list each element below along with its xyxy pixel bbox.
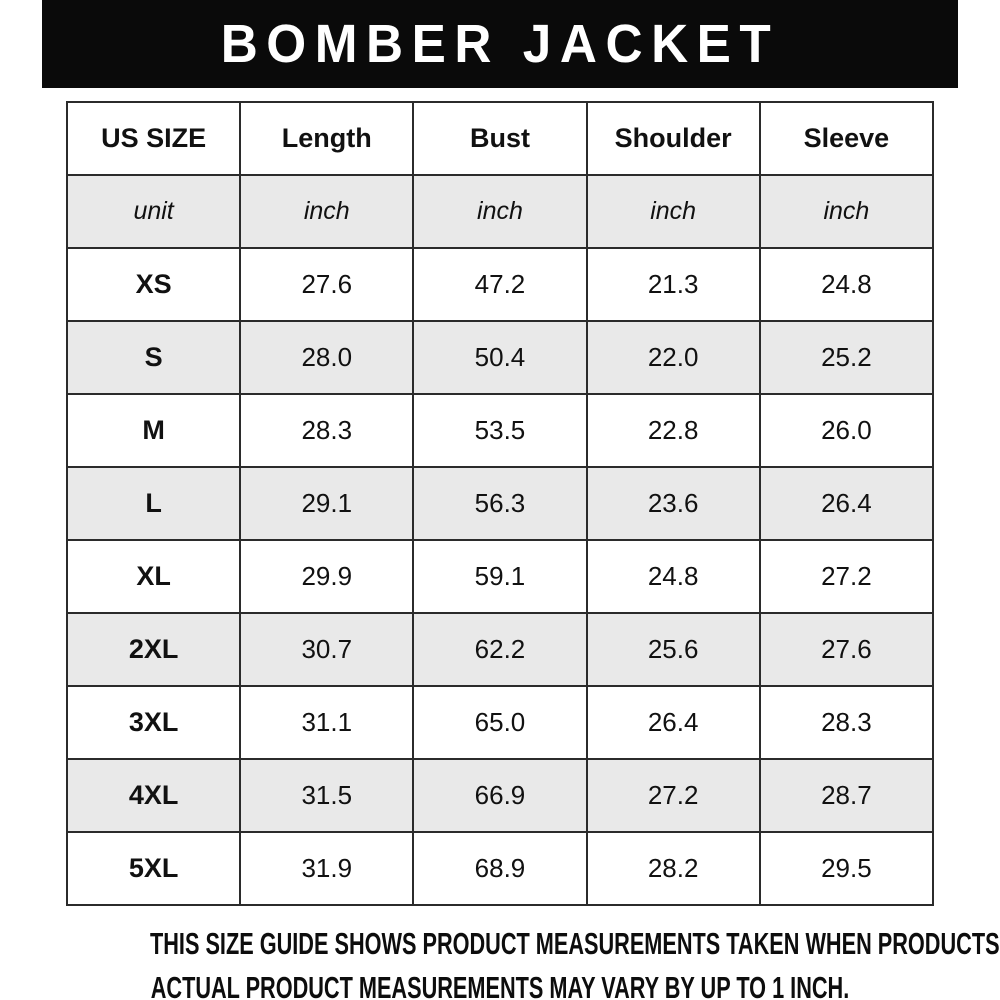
measurement-cell: 27.6	[758, 612, 935, 687]
unit-cell: inch	[239, 174, 415, 249]
table-header-row: US SIZE Length Bust Shoulder Sleeve	[65, 101, 935, 176]
measurement-cell: 24.8	[585, 539, 761, 614]
measurement-cell: 50.4	[412, 320, 588, 395]
measurement-cell: 29.1	[239, 466, 415, 541]
unit-label-cell: unit	[65, 174, 242, 249]
footer-notes: THIS SIZE GUIDE SHOWS PRODUCT MEASUREMEN…	[0, 922, 1000, 1000]
footer-note-line1: THIS SIZE GUIDE SHOWS PRODUCT MEASUREMEN…	[150, 926, 1000, 961]
size-cell: S	[65, 320, 242, 395]
measurement-cell: 28.3	[758, 685, 935, 760]
measurement-cell: 25.6	[585, 612, 761, 687]
measurement-cell: 28.2	[585, 831, 761, 906]
size-cell: 4XL	[65, 758, 242, 833]
measurement-cell: 47.2	[412, 247, 588, 322]
measurement-cell: 68.9	[412, 831, 588, 906]
measurement-cell: 24.8	[758, 247, 935, 322]
measurement-cell: 30.7	[239, 612, 415, 687]
measurement-cell: 23.6	[585, 466, 761, 541]
measurement-cell: 31.1	[239, 685, 415, 760]
size-cell: 3XL	[65, 685, 242, 760]
measurement-cell: 59.1	[412, 539, 588, 614]
measurement-cell: 26.0	[758, 393, 935, 468]
title-banner: BOMBER JACKET	[42, 0, 958, 88]
column-header-length: Length	[239, 101, 415, 176]
size-cell: L	[65, 466, 242, 541]
measurement-cell: 62.2	[412, 612, 588, 687]
table-row-3xl: 3XL 31.1 65.0 26.4 28.3	[65, 685, 935, 760]
measurement-cell: 56.3	[412, 466, 588, 541]
column-header-bust: Bust	[412, 101, 588, 176]
size-cell: 2XL	[65, 612, 242, 687]
measurement-cell: 22.8	[585, 393, 761, 468]
measurement-cell: 26.4	[585, 685, 761, 760]
table-row-xs: XS 27.6 47.2 21.3 24.8	[65, 247, 935, 322]
measurement-cell: 22.0	[585, 320, 761, 395]
measurement-cell: 27.6	[239, 247, 415, 322]
size-chart-table: US SIZE Length Bust Shoulder Sleeve unit…	[65, 101, 935, 906]
measurement-cell: 26.4	[758, 466, 935, 541]
table-row-l: L 29.1 56.3 23.6 26.4	[65, 466, 935, 541]
size-cell: 5XL	[65, 831, 242, 906]
measurement-cell: 65.0	[412, 685, 588, 760]
size-cell: M	[65, 393, 242, 468]
size-cell: XL	[65, 539, 242, 614]
measurement-cell: 28.3	[239, 393, 415, 468]
measurement-cell: 31.5	[239, 758, 415, 833]
table-row-xl: XL 29.9 59.1 24.8 27.2	[65, 539, 935, 614]
unit-cell: inch	[585, 174, 761, 249]
table-row-5xl: 5XL 31.9 68.9 28.2 29.5	[65, 831, 935, 906]
unit-cell: inch	[412, 174, 588, 249]
measurement-cell: 25.2	[758, 320, 935, 395]
unit-row: unit inch inch inch inch	[65, 174, 935, 249]
column-header-shoulder: Shoulder	[585, 101, 761, 176]
table-row-4xl: 4XL 31.5 66.9 27.2 28.7	[65, 758, 935, 833]
column-header-us-size: US SIZE	[65, 101, 242, 176]
size-cell: XS	[65, 247, 242, 322]
page-title: BOMBER JACKET	[220, 14, 780, 74]
table-row-s: S 28.0 50.4 22.0 25.2	[65, 320, 935, 395]
measurement-cell: 29.9	[239, 539, 415, 614]
measurement-cell: 28.7	[758, 758, 935, 833]
unit-cell: inch	[758, 174, 935, 249]
measurement-cell: 27.2	[758, 539, 935, 614]
measurement-cell: 29.5	[758, 831, 935, 906]
measurement-cell: 27.2	[585, 758, 761, 833]
measurement-cell: 31.9	[239, 831, 415, 906]
column-header-sleeve: Sleeve	[758, 101, 935, 176]
measurement-cell: 53.5	[412, 393, 588, 468]
table-row-m: M 28.3 53.5 22.8 26.0	[65, 393, 935, 468]
measurement-cell: 28.0	[239, 320, 415, 395]
measurement-cell: 66.9	[412, 758, 588, 833]
footer-note-line2: ACTUAL PRODUCT MEASUREMENTS MAY VARY BY …	[150, 970, 850, 1000]
measurement-cell: 21.3	[585, 247, 761, 322]
table-row-2xl: 2XL 30.7 62.2 25.6 27.6	[65, 612, 935, 687]
